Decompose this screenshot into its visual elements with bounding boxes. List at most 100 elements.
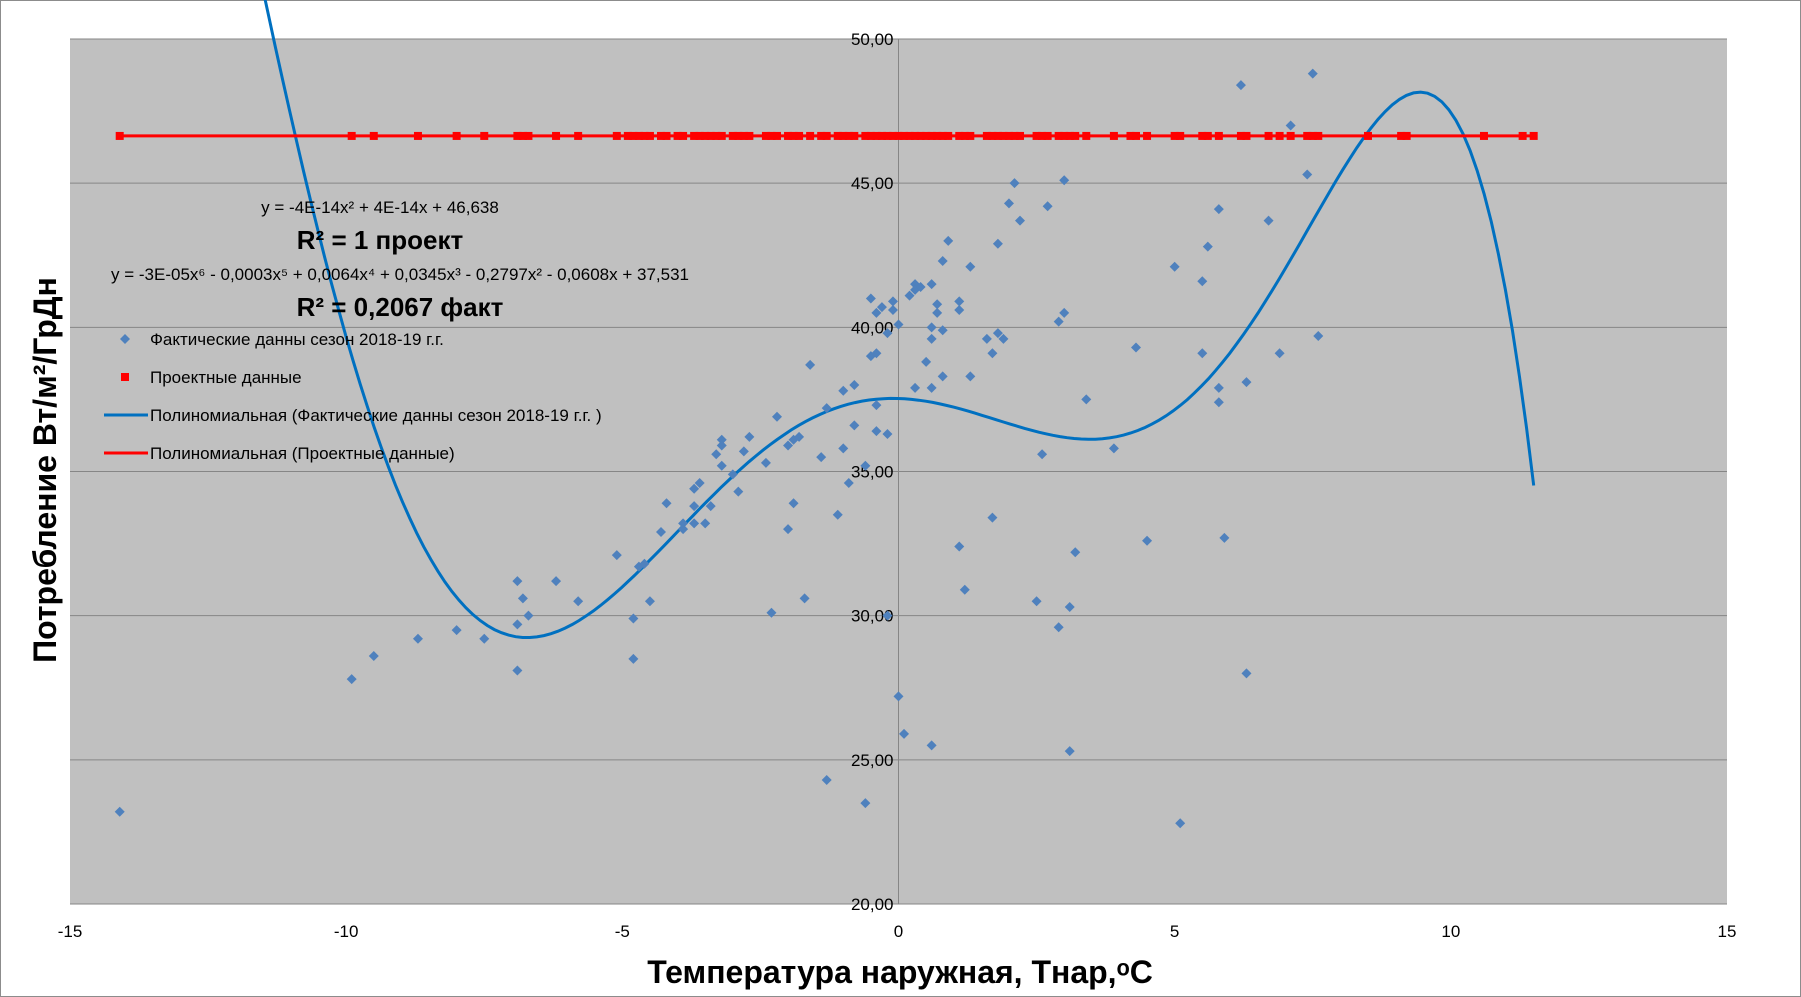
data-point-project: [960, 131, 969, 140]
data-point-actual: [882, 429, 893, 440]
data-point-project: [894, 131, 903, 140]
data-point-actual: [639, 558, 650, 569]
data-point-actual: [628, 653, 639, 664]
data-point-actual: [910, 382, 921, 393]
data-point-actual: [689, 501, 700, 512]
data-point-project: [1176, 131, 1185, 140]
data-point-actual: [954, 296, 965, 307]
data-point-project: [480, 131, 489, 140]
data-point-project: [833, 131, 842, 140]
data-point-actual: [512, 576, 523, 587]
data-point-project: [927, 131, 936, 140]
data-point-project: [728, 131, 737, 140]
data-point-project: [1016, 131, 1025, 140]
data-point-actual: [965, 261, 976, 272]
data-point-project: [612, 131, 621, 140]
data-point-actual: [921, 356, 932, 367]
legend-label-project: Проектные данные: [150, 368, 302, 387]
data-point-project: [1275, 131, 1284, 140]
y-tick-label: 40,00: [851, 318, 894, 337]
data-point-actual: [981, 333, 992, 344]
data-point-actual: [694, 478, 705, 489]
data-points: [114, 68, 1538, 829]
data-point-project: [1143, 131, 1152, 140]
data-point-actual: [992, 328, 1003, 339]
data-point-project: [1010, 131, 1019, 140]
data-point-project: [982, 131, 991, 140]
data-point-actual: [1213, 204, 1224, 215]
data-point-actual: [965, 371, 976, 382]
legend-marker-square-icon: [121, 373, 129, 381]
data-point-project: [944, 131, 953, 140]
data-point-project: [888, 131, 897, 140]
data-point-project: [662, 131, 671, 140]
data-point-actual: [1285, 120, 1296, 131]
data-point-project: [933, 131, 942, 140]
data-point-actual: [871, 348, 882, 359]
data-point-project: [1132, 131, 1141, 140]
data-point-actual: [1263, 215, 1274, 226]
data-point-project: [524, 131, 533, 140]
data-point-actual: [1009, 178, 1020, 189]
legend-item-actual-trend: Полиномиальная (Фактические данны сезон …: [104, 406, 602, 425]
data-point-project: [679, 131, 688, 140]
tick-labels: 20,00 25,00 30,00 35,00 40,00 45,00 50,00 -15 -1…: [58, 30, 1737, 941]
data-point-actual: [849, 420, 860, 431]
x-tick-label: 15: [1718, 922, 1737, 941]
data-point-project: [1071, 131, 1080, 140]
data-point-project: [1363, 131, 1372, 140]
data-point-project: [1236, 131, 1245, 140]
data-point-actual: [689, 518, 700, 529]
data-point-actual: [1302, 169, 1313, 180]
data-point-project: [993, 131, 1002, 140]
data-point-actual: [1213, 397, 1224, 408]
data-point-project: [905, 131, 914, 140]
data-point-project: [806, 131, 815, 140]
data-point-project: [866, 131, 875, 140]
data-point-actual: [783, 524, 794, 535]
data-point-actual: [1202, 241, 1213, 252]
data-point-actual: [114, 806, 125, 817]
data-point-project: [640, 131, 649, 140]
data-point-actual: [573, 596, 584, 607]
data-point-project: [745, 131, 754, 140]
data-point-actual: [1142, 535, 1153, 546]
data-point-actual: [1241, 668, 1252, 679]
data-point-project: [772, 131, 781, 140]
legend-item-actual: Фактические данны сезон 2018-19 г.г.: [120, 330, 444, 349]
data-point-actual: [711, 449, 722, 460]
data-point-project: [717, 131, 726, 140]
data-point-actual: [512, 619, 523, 630]
data-point-project: [1242, 131, 1251, 140]
data-point-actual: [661, 498, 672, 509]
data-point-actual: [1235, 80, 1246, 91]
data-point-actual: [865, 293, 876, 304]
equation-project: y = -4E-14x² + 4E-14x + 46,638: [261, 198, 499, 217]
data-point-project: [115, 131, 124, 140]
data-point-project: [706, 131, 715, 140]
data-point-project: [1214, 131, 1223, 140]
data-point-project: [712, 131, 721, 140]
data-point-project: [922, 131, 931, 140]
data-point-actual: [959, 584, 970, 595]
legend-item-project-trend: Полиномиальная (Проектные данные): [104, 444, 455, 463]
data-point-actual: [611, 550, 622, 561]
legend-label-actual-trend: Полиномиальная (Фактические данны сезон …: [150, 406, 602, 425]
data-point-project: [988, 131, 997, 140]
r2-project: R² = 1 проект: [297, 225, 464, 255]
data-point-project: [690, 131, 699, 140]
data-point-actual: [832, 509, 843, 520]
data-point-actual: [926, 740, 937, 751]
data-point-actual: [887, 305, 898, 316]
data-point-actual: [987, 348, 998, 359]
data-point-project: [850, 131, 859, 140]
data-point-project: [1126, 131, 1135, 140]
data-point-actual: [628, 613, 639, 624]
data-point-actual: [987, 512, 998, 523]
data-point-project: [883, 131, 892, 140]
data-point-actual: [1108, 443, 1119, 454]
data-point-project: [999, 131, 1008, 140]
data-point-project: [844, 131, 853, 140]
data-point-actual: [512, 665, 523, 676]
data-point-project: [369, 131, 378, 140]
